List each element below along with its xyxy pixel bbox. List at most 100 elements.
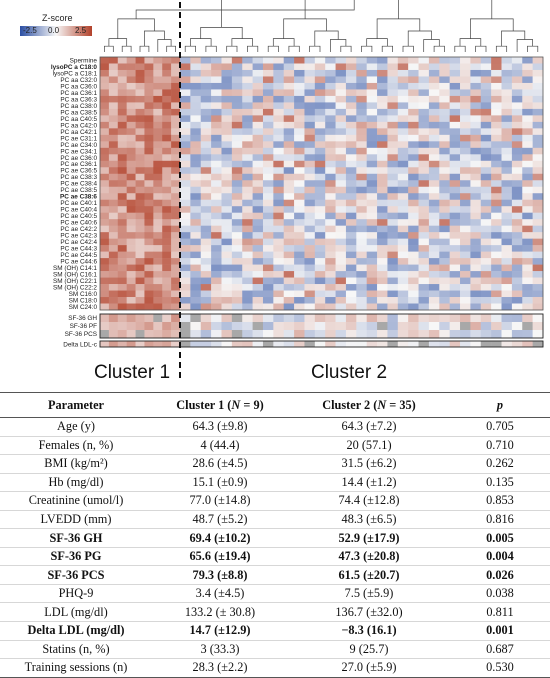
heatmap-cell [153,180,163,188]
heatmap-cell [273,251,285,259]
heatmap-cell [356,303,367,311]
clinical-cell [100,330,110,339]
heatmap-cell [470,258,482,265]
heatmap-cell [242,225,253,233]
heatmap-cell [356,63,367,71]
heatmap-cell [480,245,492,252]
heatmap-cell [335,206,347,213]
heatmap-cell [439,141,450,149]
heatmap-cell [522,89,533,97]
clinical-cell [314,314,326,323]
heatmap-cell [314,180,326,188]
cell-p-value: 0.710 [450,436,550,456]
heatmap-cell [335,271,347,278]
heatmap-cell [449,121,461,129]
clinical-cell [100,322,110,331]
heatmap-cell [252,154,264,162]
heatmap-cell [532,212,544,220]
heatmap-cell [108,115,119,123]
heatmap-cell [480,199,492,207]
heatmap-cell [377,82,388,90]
heatmap-cell [428,232,440,239]
heatmap-cell [117,160,127,168]
heatmap-cell [428,238,440,246]
table-row: Hb (mg/dl) 15.1 (±0.9) 14.4 (±1.2) 0.135 [0,473,550,493]
heatmap-cell [428,206,440,213]
heatmap-cell [428,69,440,77]
heatmap-cell [144,180,154,188]
heatmap-cell [377,284,388,291]
heatmap-cell [377,264,388,272]
dendrogram-branch [205,45,217,52]
heatmap-cell [532,193,544,201]
clinical-cell [460,330,471,339]
row-label: lysoPC a C18:0 [51,64,98,71]
heatmap-cell [532,186,544,194]
heatmap-cell [117,290,127,298]
heatmap-cell [294,173,305,181]
heatmap-cell [117,57,127,64]
heatmap-cell [439,245,450,252]
heatmap-cell [144,199,154,207]
heatmap-cell [100,199,110,207]
heatmap-cell [162,245,172,252]
heatmap-cell [144,219,154,226]
heatmap-cell [418,206,430,213]
heatmap-cell [117,134,127,142]
heatmap-cell [144,160,154,168]
heatmap-cell [325,219,336,226]
heatmap-cell [522,219,533,226]
heatmap-cell [162,134,172,142]
heatmap-cell [460,167,471,175]
heatmap-cell [345,219,357,226]
heatmap-cell [126,284,136,291]
heatmap-cell [144,173,154,181]
heatmap-cell [171,180,181,188]
heatmap-cell [262,232,274,239]
heatmap-cell [460,251,471,259]
heatmap-cell [325,128,336,136]
heatmap-cell [356,134,367,142]
dendrogram-branch [366,38,388,47]
heatmap-cell [408,63,419,71]
heatmap-cell [356,89,367,97]
heatmap-cell [470,69,482,77]
heatmap-cell [162,173,172,181]
heatmap-cell [428,76,440,84]
heatmap-cell [522,284,533,291]
heatmap-cell [428,186,440,194]
dendrogram-branch [226,45,238,52]
heatmap-cell [491,238,502,246]
heatmap-cell [345,147,357,155]
heatmap-cell [511,193,523,201]
delta-ldl-cell [418,341,430,347]
heatmap-cell [283,238,295,246]
heatmap-cell [356,115,367,123]
heatmap-cell [153,271,163,278]
heatmap-cell [126,290,136,298]
heatmap-cell [221,147,233,155]
heatmap-cell [100,277,110,285]
heatmap-cell [242,238,253,246]
heatmap-cell [501,232,513,239]
heatmap-cell [408,303,419,311]
heatmap-cell [511,173,523,181]
heatmap-cell [126,102,136,110]
heatmap-cell [242,297,253,304]
heatmap-cell [100,82,110,90]
heatmap-cell [294,128,305,136]
heatmap-cell [135,108,145,116]
heatmap-cell [491,264,502,272]
heatmap-cell [439,95,450,103]
clinical-cell [273,322,285,331]
legend-tick-mid: 0.0 [48,26,60,35]
heatmap-cell [153,206,163,213]
heatmap-cell [304,141,316,149]
row-label: PC ae C40:1 [60,200,97,207]
heatmap-cell [117,128,127,136]
cell-cluster-2: 14.4 (±1.2) [288,473,450,493]
table-row: Females (n, %) 4 (44.4) 20 (57.1) 0.710 [0,436,550,456]
row-label: PC aa C42:0 [60,122,97,129]
heatmap-cell [491,108,502,116]
heatmap-cell [162,193,172,201]
